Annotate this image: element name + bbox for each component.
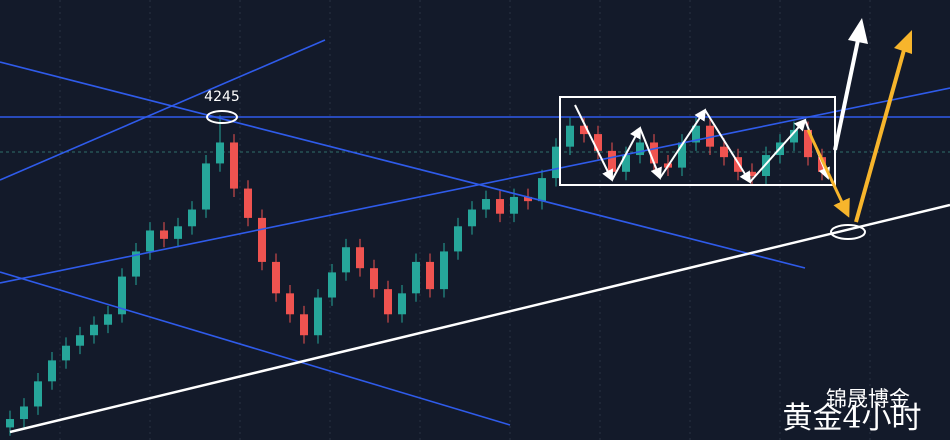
candle-body bbox=[678, 142, 686, 168]
candle-body bbox=[608, 150, 616, 172]
candle-body bbox=[482, 199, 490, 210]
candle-body bbox=[258, 217, 266, 262]
candle-body bbox=[650, 142, 658, 164]
candle-body bbox=[804, 129, 812, 158]
candle-body bbox=[300, 314, 308, 336]
candle-body bbox=[720, 146, 728, 158]
candle-body bbox=[552, 146, 560, 179]
candle-body bbox=[790, 129, 798, 143]
candle-body bbox=[384, 289, 392, 315]
candle-body bbox=[342, 247, 350, 273]
candle-body bbox=[314, 297, 322, 336]
candle-body bbox=[440, 251, 448, 290]
candle-body bbox=[48, 360, 56, 382]
grid bbox=[59, 0, 871, 440]
target-marker bbox=[830, 224, 866, 240]
candle-body bbox=[412, 261, 420, 294]
candle-body bbox=[216, 142, 224, 164]
candle-body bbox=[538, 178, 546, 202]
candle-body bbox=[272, 261, 280, 294]
candle-body bbox=[6, 419, 14, 428]
candle-body bbox=[132, 251, 140, 277]
candle-body bbox=[76, 335, 84, 346]
candle-body bbox=[160, 230, 168, 239]
candle-body bbox=[594, 134, 602, 151]
candle-body bbox=[104, 314, 112, 325]
candle-body bbox=[370, 268, 378, 290]
candle-body bbox=[524, 196, 532, 202]
candle-body bbox=[328, 272, 336, 298]
trend-lines bbox=[0, 39, 950, 426]
candle-body bbox=[748, 171, 756, 176]
candle-body bbox=[496, 199, 504, 214]
candle-body bbox=[118, 276, 126, 315]
candle-body bbox=[188, 209, 196, 227]
candle-body bbox=[580, 125, 588, 135]
timeframe-label: 黄金4小时 bbox=[782, 401, 921, 436]
candle-body bbox=[230, 142, 238, 189]
candle-body bbox=[454, 226, 462, 252]
candles bbox=[6, 115, 826, 436]
candle-body bbox=[426, 261, 434, 290]
candle-body bbox=[286, 293, 294, 315]
candle-body bbox=[202, 163, 210, 210]
forecast-arrows bbox=[806, 18, 912, 223]
candle-body bbox=[692, 125, 700, 143]
candle-body bbox=[706, 125, 714, 147]
candle-body bbox=[762, 155, 770, 176]
candle-body bbox=[622, 155, 630, 172]
candle-body bbox=[62, 345, 70, 361]
candle-body bbox=[510, 196, 518, 214]
candle-body bbox=[398, 293, 406, 315]
candle-body bbox=[20, 406, 28, 420]
candle-body bbox=[174, 226, 182, 239]
watermark: 锦晟博金 bbox=[826, 387, 910, 411]
support-line bbox=[9, 203, 950, 434]
peak-marker bbox=[206, 110, 238, 124]
candle-body bbox=[356, 247, 364, 269]
candle-body bbox=[34, 381, 42, 407]
candle-body bbox=[566, 125, 574, 147]
candle-body bbox=[244, 188, 252, 218]
peak-label: 4245 bbox=[204, 89, 240, 105]
candle-body bbox=[146, 230, 154, 252]
candle-body bbox=[90, 324, 98, 336]
candle-body bbox=[468, 209, 476, 227]
candle-body bbox=[636, 142, 644, 156]
